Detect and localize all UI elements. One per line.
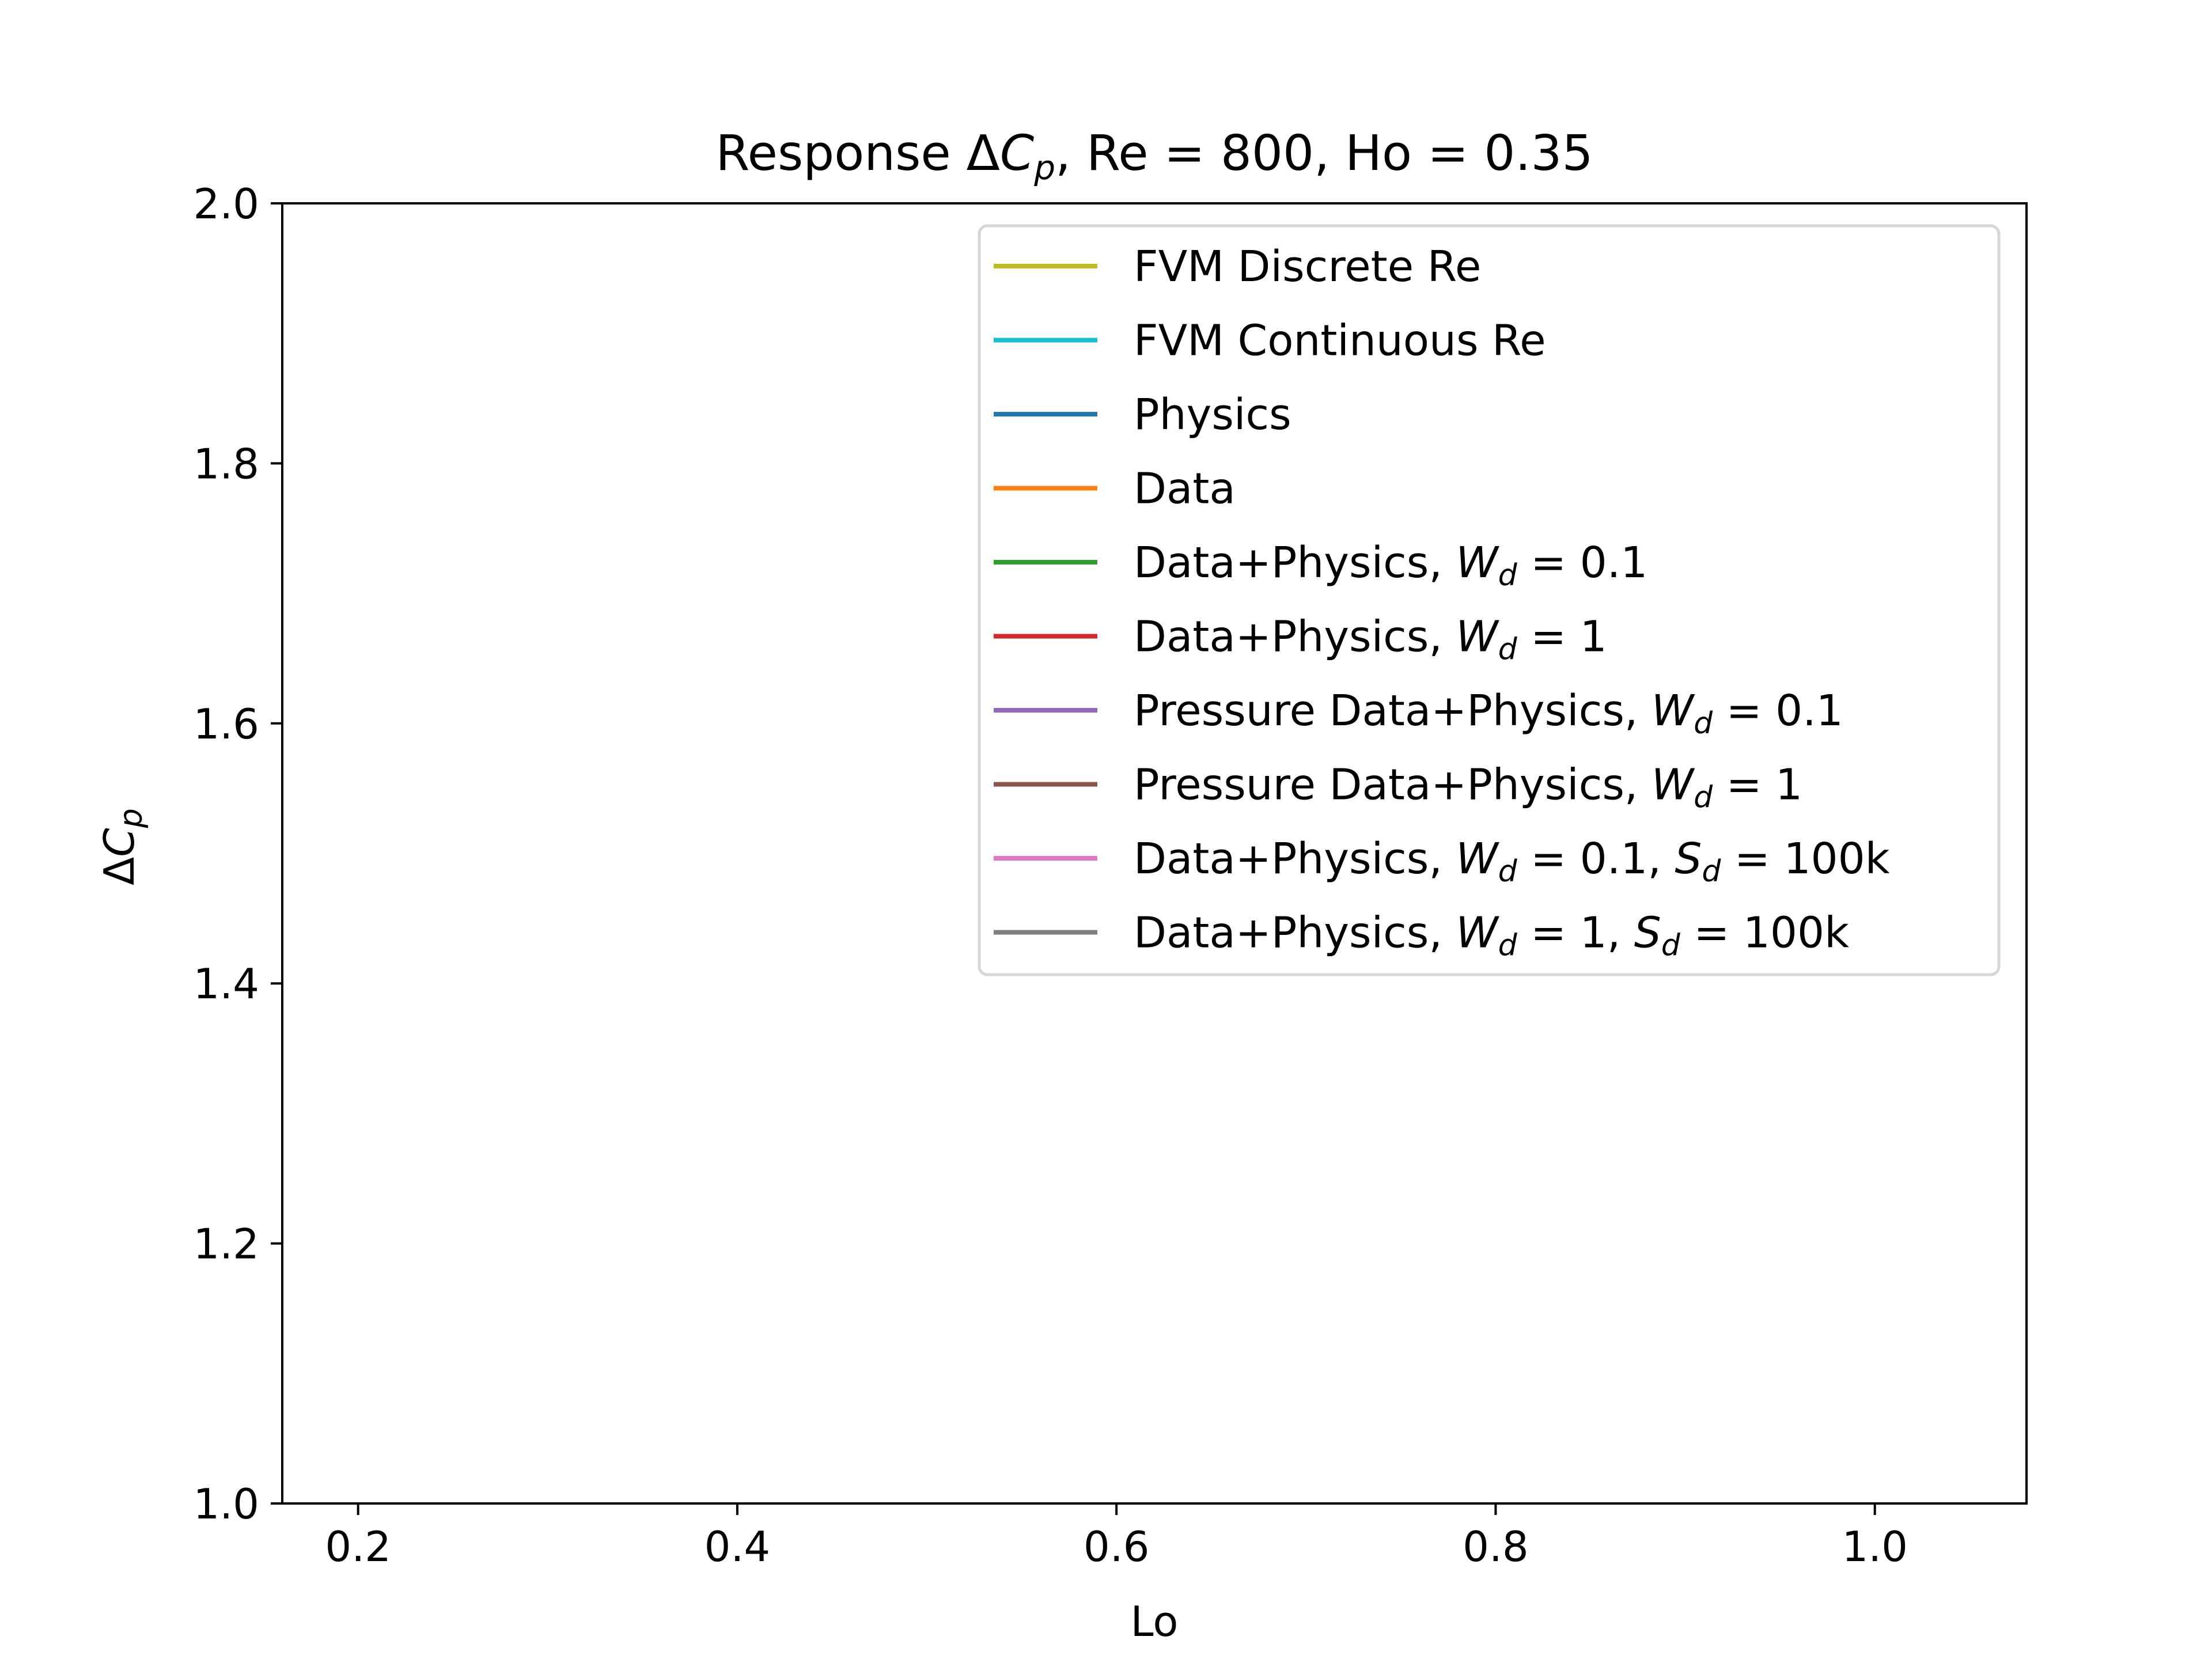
ylabel-var: C <box>95 828 143 857</box>
legend-label: FVM Discrete Re <box>1134 242 1481 291</box>
y-tick-label: 1.4 <box>193 960 259 1008</box>
legend-item: Pressure Data+Physics, Wd = 1 <box>994 760 1802 815</box>
legend-item: Data+Physics, Wd = 1 <box>994 612 1607 667</box>
legend-item: Data+Physics, Wd = 1, Sd = 100k <box>994 908 1849 963</box>
title-suffix: , Re = 800, Ho = 0.35 <box>1055 125 1593 182</box>
y-tick-label: 1.6 <box>193 700 259 748</box>
legend-label: Data <box>1134 464 1236 514</box>
y-tick-label: 1.0 <box>193 1480 259 1528</box>
y-tick-label: 2.0 <box>193 180 259 228</box>
legend-label: Physics <box>1134 390 1291 440</box>
y-axis-label: ΔCp <box>95 808 149 885</box>
x-axis: 0.2 0.4 0.6 0.8 1.0 <box>325 1503 1908 1571</box>
x-tick-label: 0.8 <box>1463 1522 1529 1571</box>
legend-label: Data+Physics, Wd = 1, Sd = 100k <box>1134 908 1849 963</box>
legend-item: FVM Discrete Re <box>994 242 1481 291</box>
legend-item: FVM Continuous Re <box>994 316 1546 366</box>
x-tick-label: 1.0 <box>1842 1522 1908 1571</box>
x-tick-label: 0.4 <box>704 1522 771 1571</box>
legend-item: Pressure Data+Physics, Wd = 0.1 <box>994 686 1843 741</box>
title-sub: p <box>1033 148 1055 187</box>
legend-items: FVM Discrete Re FVM Continuous Re Physics D… <box>994 242 1890 963</box>
x-tick-label: 0.6 <box>1084 1522 1150 1571</box>
y-axis: 1.0 1.2 1.4 1.6 1.8 2.0 <box>193 180 282 1528</box>
legend-label: Data+Physics, Wd = 0.1, Sd = 100k <box>1134 834 1890 889</box>
legend-item: Data <box>994 464 1236 514</box>
legend-label: Pressure Data+Physics, Wd = 1 <box>1134 760 1802 815</box>
ylabel-prefix: Δ <box>95 857 143 885</box>
y-tick-label: 1.8 <box>193 440 259 488</box>
x-axis-label: Lo <box>1131 1597 1179 1646</box>
legend-label: Data+Physics, Wd = 0.1 <box>1134 538 1647 593</box>
chart-title: Response ΔCp, Re = 800, Ho = 0.35 <box>715 125 1593 187</box>
legend-label: Data+Physics, Wd = 1 <box>1134 612 1607 667</box>
legend-item: Physics <box>994 390 1291 440</box>
title-prefix: Response Δ <box>715 125 999 182</box>
ylabel-sub: p <box>113 808 149 828</box>
plot-frame <box>281 202 2028 1505</box>
legend-item: Data+Physics, Wd = 0.1, Sd = 100k <box>994 834 1890 889</box>
legend: FVM Discrete Re FVM Continuous Re Physics D… <box>978 224 2001 976</box>
title-var: C <box>1000 125 1035 182</box>
legend-label: FVM Continuous Re <box>1134 316 1546 366</box>
legend-item: Data+Physics, Wd = 0.1 <box>994 538 1647 593</box>
x-tick-label: 0.2 <box>325 1522 391 1571</box>
legend-box <box>978 224 2001 976</box>
y-tick-label: 1.2 <box>193 1220 259 1268</box>
legend-label: Pressure Data+Physics, Wd = 0.1 <box>1134 686 1843 741</box>
